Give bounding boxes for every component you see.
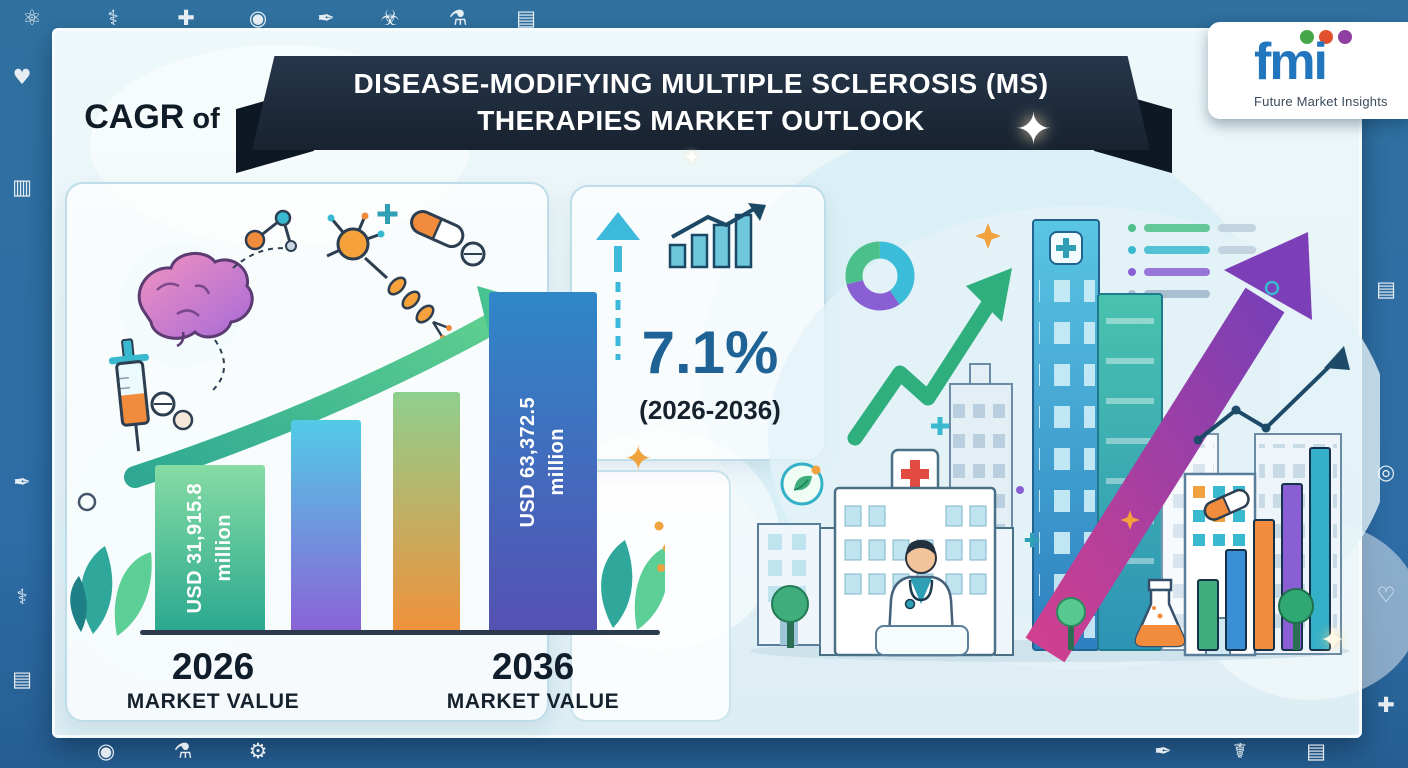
bar-2026-value-label: USD 31,915.8 million: [181, 483, 239, 613]
care-hands-icon: ♥: [12, 65, 32, 89]
lab-scale-icon: ⚗: [173, 739, 193, 763]
hand-heart-icon: ♡: [1376, 583, 1396, 607]
cagr-of-word: of: [192, 103, 220, 135]
title-line-2: THERAPIES MARKET OUTLOOK: [477, 105, 925, 136]
clipboard-icon: ▤: [12, 667, 32, 691]
logo-tagline: Future Market Insights: [1254, 94, 1388, 109]
pills-icon: ◉: [96, 739, 116, 763]
pills-icon: ◉: [248, 6, 268, 30]
glow-sparkle-icon: ✦: [1320, 624, 1346, 657]
mind-gear-icon: ⚙: [248, 739, 268, 763]
chart-baseline: [140, 630, 660, 635]
cagr-heading: CAGR of: [60, 98, 244, 137]
clipboard-check-icon: ▤: [1376, 277, 1396, 301]
bar-2036-value: USD 63,372.5: [517, 396, 539, 528]
clipboard-icon: ▤: [516, 6, 536, 30]
market-value-caption-right: MARKET VALUE: [446, 690, 620, 713]
syringe-icon: ✒: [317, 6, 335, 30]
logo-dot-green: [1300, 30, 1314, 44]
search-report-icon: ◎: [1376, 460, 1396, 484]
bar-2036-unit: million: [546, 428, 568, 496]
logo-brand-text: fmi: [1254, 33, 1328, 91]
glow-sparkle-icon: ✦: [683, 147, 700, 169]
doctor-icon: ⚕: [107, 6, 119, 30]
year-2026-label: 2026: [171, 646, 255, 687]
nurse-icon: ⚕: [16, 585, 28, 609]
fmi-logo: fmi Future Market Insights: [1208, 22, 1408, 119]
glow-sparkle-icon: ✦: [1015, 105, 1052, 154]
medical-chart-icon: ▥: [12, 175, 32, 199]
dna-icon: ⚛: [22, 6, 42, 30]
cagr-value: 7.1%: [641, 319, 779, 386]
first-aid-icon: ✚: [1377, 693, 1395, 717]
bar-2026-unit: million: [213, 514, 235, 583]
bar-intermediate-1: [291, 420, 361, 632]
stethoscope-icon: ☤: [1232, 739, 1248, 763]
year-2036-label: 2036: [491, 646, 575, 687]
clipboard-icon: ▤: [1306, 739, 1326, 763]
first-aid-kit-icon: ✚: [177, 6, 195, 30]
microbe-icon: ☣: [380, 6, 400, 30]
logo-dot-purple: [1338, 30, 1352, 44]
flask-icon: ⚗: [448, 6, 468, 30]
bar-2036-value-label: USD 63,372.5 million: [514, 397, 572, 527]
syringe-icon: ✒: [13, 470, 31, 494]
bar-2026: USD 31,915.8 million: [155, 465, 265, 632]
bar-2026-value: USD 31,915.8: [184, 483, 206, 614]
title-banner: DISEASE-MODIFYING MULTIPLE SCLEROSIS (MS…: [252, 56, 1150, 150]
bar-2036: USD 63,372.5 million: [489, 292, 597, 632]
syringe-icon: ✒: [1154, 739, 1172, 763]
logo-dots: [1300, 30, 1352, 44]
cagr-period: (2026-2036): [639, 395, 781, 425]
logo-dot-red: [1319, 30, 1333, 44]
sparkle-icon: ✦: [624, 440, 653, 478]
title-line-1: DISEASE-MODIFYING MULTIPLE SCLEROSIS (MS…: [353, 68, 1049, 100]
bar-intermediate-2: [393, 392, 460, 632]
cagr-word: CAGR: [84, 98, 185, 136]
market-value-caption-left: MARKET VALUE: [126, 690, 300, 713]
